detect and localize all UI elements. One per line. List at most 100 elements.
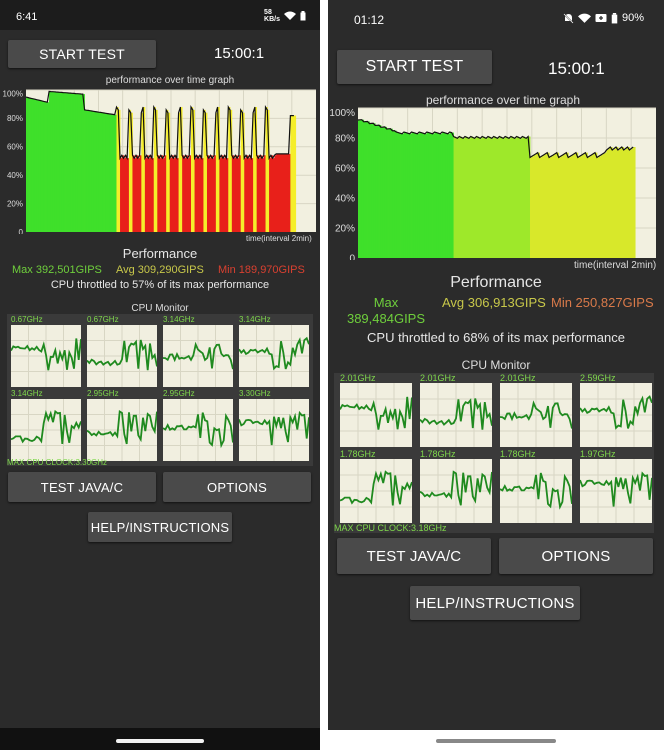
graph-bar — [537, 152, 540, 258]
throttle-text: CPU throttled to 68% of its max performa… — [367, 330, 625, 345]
graph-bar — [89, 110, 93, 232]
graph-bar — [612, 150, 615, 258]
gesture-nav-bar[interactable] — [116, 739, 204, 743]
graph-bar — [487, 136, 491, 258]
graph-bar — [226, 158, 229, 232]
graph-bar — [554, 153, 558, 258]
graph-bar — [88, 110, 91, 232]
graph-bar — [72, 93, 75, 233]
graph-bar — [182, 155, 185, 232]
graph-bar — [215, 112, 219, 232]
options-button[interactable]: OPTIONS — [163, 472, 311, 502]
cpu-core-frequency: 1.78GHz — [340, 449, 376, 459]
graph-bar — [424, 133, 428, 258]
graph-bar — [279, 153, 282, 232]
graph-bar — [495, 137, 498, 258]
graph-bar — [98, 112, 101, 232]
graph-bar — [400, 133, 403, 258]
cpu-monitor-title: CPU Monitor — [131, 303, 189, 314]
graph-bar — [489, 137, 493, 258]
graph-bar — [100, 112, 103, 232]
cpu-core-graph — [580, 383, 652, 447]
graph-bar — [432, 133, 435, 258]
graph-bar — [267, 109, 270, 232]
graph-bar — [285, 153, 288, 232]
graph-interval-label: time(interval 2min) — [246, 234, 312, 243]
divider — [320, 0, 328, 750]
graph-bar — [369, 123, 372, 258]
graph-bar — [265, 107, 268, 232]
graph-bar — [258, 158, 261, 232]
cpu-monitor-panel: 2.01GHz 2.01GHz 2.01GHz 2.59GHz 1.78GHz 1.78G… — [334, 373, 654, 533]
graph-bar — [84, 109, 87, 232]
graph-bar — [139, 155, 142, 232]
graph-bar — [68, 92, 71, 233]
graph-bar — [150, 155, 153, 232]
graph-bar — [237, 158, 240, 232]
graph-bar — [581, 155, 584, 258]
max-cpu-clock: MAX CPU CLOCK:3.18GHz — [334, 523, 447, 533]
graph-bar — [261, 158, 265, 232]
graph-bar — [510, 136, 514, 258]
graph-bar — [203, 109, 206, 232]
cpu-usage-line — [500, 400, 572, 429]
graph-bar — [43, 101, 46, 232]
graph-bar — [379, 125, 382, 258]
start-test-button[interactable]: START TEST — [8, 40, 156, 68]
test-java-button[interactable]: TEST JAVA/C — [337, 538, 491, 574]
graph-bar — [111, 114, 114, 232]
options-button[interactable]: OPTIONS — [499, 538, 653, 574]
cpu-usage-line — [340, 396, 412, 430]
graph-bar — [480, 138, 483, 258]
cpu-usage-line — [580, 471, 652, 507]
graph-bar — [516, 136, 519, 258]
gesture-nav-bar[interactable] — [436, 739, 556, 743]
test-java-button[interactable]: TEST JAVA/C — [8, 472, 156, 502]
graph-bar — [82, 94, 85, 232]
graph-bar — [535, 153, 539, 258]
graph-bar — [572, 155, 575, 258]
graph-bar — [570, 156, 573, 258]
graph-bar — [146, 155, 149, 232]
graph-bar — [579, 156, 583, 258]
graph-bar — [208, 158, 211, 232]
battery-icon — [300, 11, 306, 21]
cpu-core-frequency: 3.14GHz — [11, 389, 43, 398]
graph-bar — [70, 93, 73, 233]
graph-bar — [242, 112, 245, 232]
status-icons: 90% — [563, 12, 644, 24]
graph-bar — [153, 107, 156, 232]
graph-bar — [63, 92, 66, 232]
graph-bar — [286, 153, 290, 232]
graph-bar — [144, 158, 148, 232]
graph-bar — [382, 127, 386, 258]
help-instructions-button[interactable]: HELP/INSTRUCTIONS — [88, 512, 232, 542]
max-label: Max — [373, 295, 399, 310]
max-cpu-clock: MAX CPU CLOCK:3.30GHz — [7, 458, 108, 467]
cpu-core-graph — [163, 399, 233, 461]
graph-bar — [143, 107, 146, 232]
start-test-button[interactable]: START TEST — [337, 50, 492, 84]
graph-bar — [121, 155, 124, 232]
graph-bar — [398, 132, 401, 258]
performance-graph: 100% 80% 60% 40% 20% 0 — [3, 89, 316, 234]
graph-bar — [167, 112, 171, 232]
graph-bar — [249, 155, 252, 232]
graph-bar — [159, 158, 162, 232]
graph-bar — [562, 155, 565, 258]
graph-bar — [608, 148, 611, 258]
graph-bar — [411, 132, 414, 258]
status-time: 01:12 — [354, 13, 385, 27]
graph-bar — [359, 119, 363, 258]
graph-bar — [148, 158, 151, 232]
cpu-monitor-title: CPU Monitor — [461, 358, 531, 372]
cpu-core-graph — [11, 325, 81, 387]
graph-bar — [503, 138, 506, 258]
cpu-core-graph — [87, 399, 157, 461]
graph-bar — [253, 112, 256, 232]
graph-bar — [293, 115, 297, 232]
graph-bar — [419, 132, 422, 258]
cpu-usage-line — [163, 341, 233, 370]
help-instructions-button[interactable]: HELP/INSTRUCTIONS — [410, 586, 580, 620]
graph-bar — [56, 91, 59, 232]
